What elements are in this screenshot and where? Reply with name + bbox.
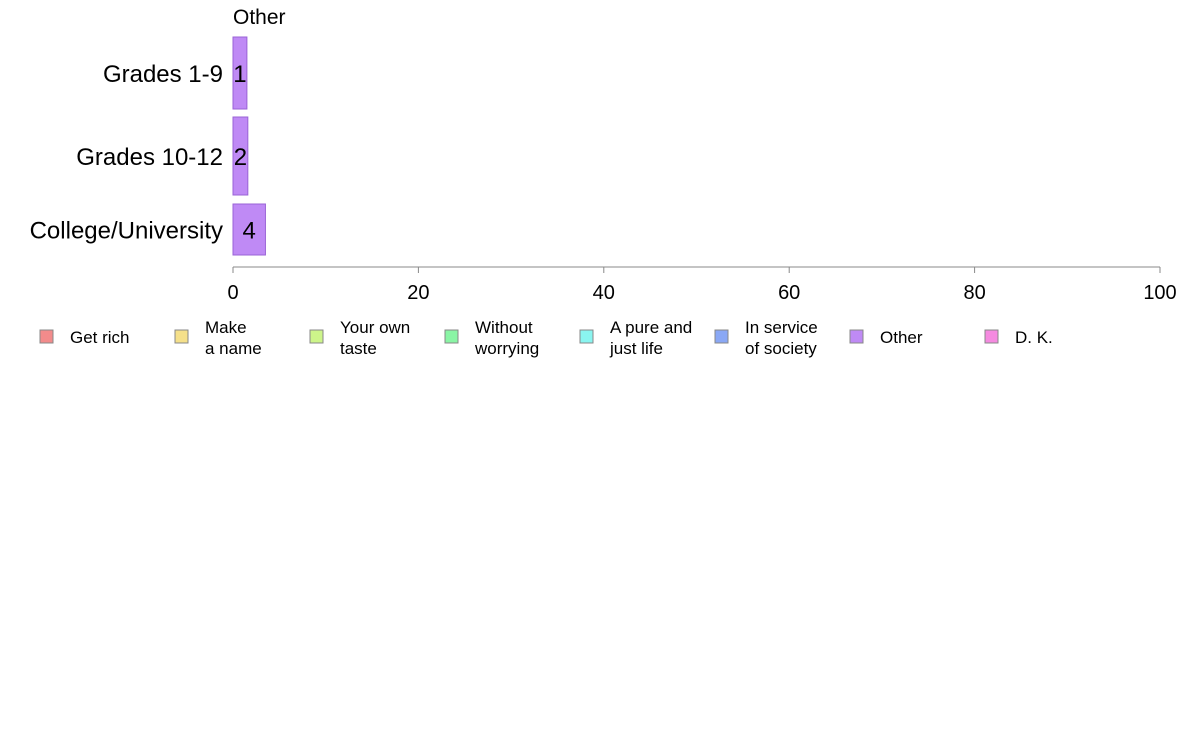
bar-group: 1 2 4 — [232, 36, 266, 256]
legend-label: Get rich — [70, 328, 130, 347]
legend-label: Without worrying — [474, 318, 539, 358]
legend-label: Make a name — [205, 318, 262, 358]
legend-swatch — [39, 329, 54, 344]
legend-item: Other — [849, 328, 923, 347]
legend-swatch — [444, 329, 459, 344]
bar-value-label: 4 — [243, 218, 256, 245]
legend-swatch — [984, 329, 999, 344]
panel-title: Other — [233, 6, 286, 29]
x-tick-label: 60 — [778, 282, 800, 304]
x-tick-label: 100 — [1143, 282, 1176, 304]
legend-item: Get rich — [39, 328, 130, 347]
bar-grades-10-12 — [232, 116, 249, 196]
legend-item: D. K. — [984, 328, 1053, 347]
legend-label: Your own taste — [340, 318, 410, 358]
legend-item: A pure and just life — [579, 318, 692, 358]
legend-item: Your own taste — [309, 318, 410, 358]
category-label: Grades 1-9 — [103, 61, 223, 88]
legend-item: Without worrying — [444, 318, 539, 358]
x-tick-label: 80 — [963, 282, 985, 304]
category-labels: Grades 1-9 Grades 10-12 College/University — [30, 61, 223, 245]
legend-label: Other — [880, 328, 923, 347]
bar-value-label: 1 — [233, 61, 246, 88]
legend-swatch — [849, 329, 864, 344]
legend-label: In service of society — [745, 318, 818, 358]
bar-grades-1-9 — [232, 36, 248, 110]
bar-college-university — [232, 203, 266, 256]
x-tick-label: 40 — [593, 282, 615, 304]
legend-swatch — [579, 329, 594, 344]
bar-value-label: 2 — [234, 144, 247, 171]
x-tick-label: 0 — [227, 282, 238, 304]
category-label: Grades 10-12 — [76, 144, 223, 171]
legend-swatch — [309, 329, 324, 344]
legend-label: D. K. — [1015, 328, 1053, 347]
category-label: College/University — [30, 218, 223, 245]
legend-item: Make a name — [174, 318, 262, 358]
x-axis: 0 20 40 60 80 100 — [227, 266, 1177, 304]
x-tick-label: 20 — [407, 282, 429, 304]
legend-swatch — [174, 329, 189, 344]
legend-item: In service of society — [714, 318, 818, 358]
legend-swatch — [714, 329, 729, 344]
legend: Get rich Make a name Your own taste Without wo… — [39, 318, 1053, 358]
legend-label: A pure and just life — [609, 318, 692, 358]
